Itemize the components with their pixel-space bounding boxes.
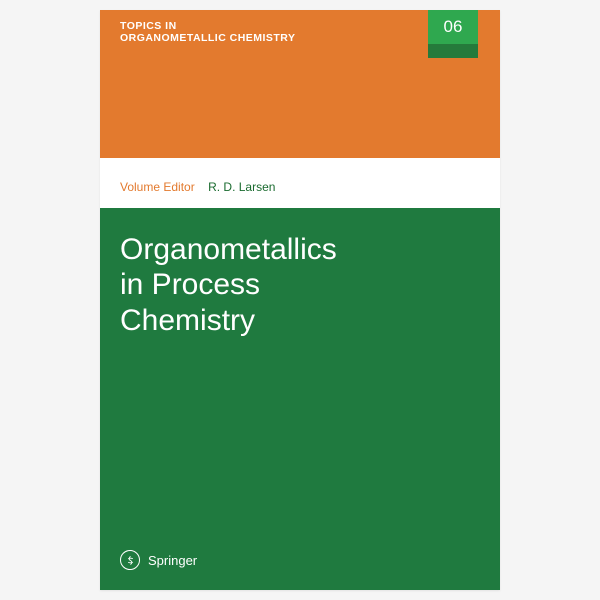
volume-number-tab: 06 [428, 10, 478, 44]
top-band: Topics in Organometallic Chemistry 06 [100, 10, 500, 158]
main-block: Organometallics in Process Chemistry Spr… [100, 208, 500, 590]
series-line-1: Topics in [120, 20, 295, 32]
title-line-1: Organometallics [120, 232, 470, 267]
editor-row: Volume Editor R. D. Larsen [120, 180, 275, 194]
editor-label: Volume Editor [120, 180, 195, 194]
publisher-name: Springer [148, 553, 197, 568]
series-line-2: Organometallic Chemistry [120, 32, 295, 44]
publisher: Springer [120, 550, 197, 570]
editor-name: R. D. Larsen [208, 180, 275, 194]
title-line-2: in Process [120, 267, 470, 302]
title-line-3: Chemistry [120, 303, 470, 338]
series-title: Topics in Organometallic Chemistry [120, 20, 295, 44]
volume-number: 06 [444, 17, 463, 37]
springer-logo-icon [120, 550, 140, 570]
accent-block [428, 44, 478, 58]
book-title: Organometallics in Process Chemistry [120, 232, 470, 338]
book-cover: Topics in Organometallic Chemistry 06 Vo… [100, 10, 500, 590]
